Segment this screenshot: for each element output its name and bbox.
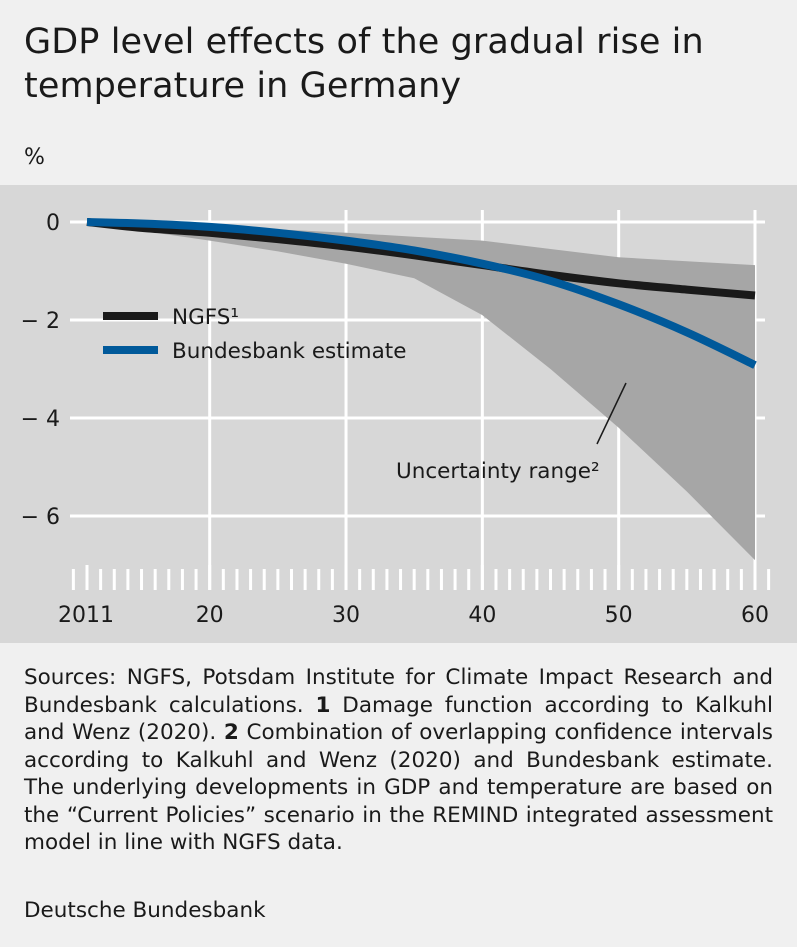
series-line-ngfs bbox=[86, 218, 756, 300]
y-tick-label-3: − 6 bbox=[21, 505, 60, 530]
footnote-1-text: Damage function according to Kalkuhl and… bbox=[24, 692, 773, 746]
uncertainty-annotation-label: Uncertainty range² bbox=[396, 459, 600, 484]
legend-label-ngfs: NGFS¹ bbox=[172, 305, 239, 330]
x-tick-label-2: 30 bbox=[332, 603, 360, 628]
x-tick-label-0: 2011 bbox=[58, 603, 114, 628]
uncertainty-band bbox=[87, 222, 755, 561]
source-credit: Deutsche Bundesbank bbox=[24, 898, 266, 923]
y-axis-unit: % bbox=[24, 145, 45, 170]
y-tick-labels: 0 − 2 − 4 − 6 bbox=[21, 211, 60, 530]
x-minor-ticks bbox=[71, 565, 771, 590]
x-tick-label-1: 20 bbox=[196, 603, 224, 628]
chart-title: GDP level effects of the gradual rise in… bbox=[24, 22, 704, 106]
footnotes: Sources: NGFS, Potsdam Institute for Cli… bbox=[24, 664, 773, 857]
line-chart: 0 − 2 − 4 − 6 2011 20 30 40 50 60 NGFS¹ Bundesba… bbox=[0, 185, 797, 643]
chart-area: 0 − 2 − 4 − 6 2011 20 30 40 50 60 NGFS¹ Bundesba… bbox=[0, 185, 797, 643]
y-tick-label-1: − 2 bbox=[21, 309, 60, 334]
footnote-sources: Sources: NGFS, Potsdam Institute for Cli… bbox=[24, 665, 773, 718]
y-tick-label-0: 0 bbox=[46, 211, 60, 236]
footnote-2-marker: 2 bbox=[223, 720, 239, 745]
y-tick-label-2: − 4 bbox=[21, 407, 60, 432]
x-tick-label-4: 50 bbox=[605, 603, 633, 628]
legend-label-bundesbank: Bundesbank estimate bbox=[172, 339, 406, 364]
legend: NGFS¹ Bundesbank estimate bbox=[103, 305, 406, 364]
x-tick-label-3: 40 bbox=[468, 603, 496, 628]
x-tick-label-5: 60 bbox=[741, 603, 769, 628]
x-tick-labels: 2011 20 30 40 50 60 bbox=[58, 603, 769, 628]
footnote-2-text: Combination of overlapping con­fidence i… bbox=[24, 720, 773, 855]
uncertainty-annotation-leader bbox=[596, 382, 627, 445]
footnote-1-marker: 1 bbox=[315, 692, 331, 718]
series-line-bundesbank bbox=[86, 218, 757, 369]
